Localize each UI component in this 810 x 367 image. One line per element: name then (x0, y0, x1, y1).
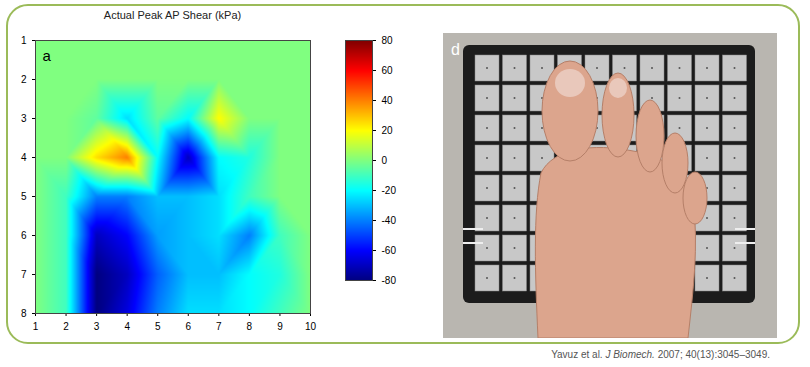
svg-text:6: 6 (21, 230, 27, 241)
svg-text:80: 80 (382, 35, 394, 46)
svg-text:8: 8 (21, 308, 27, 319)
svg-text:0: 0 (382, 155, 388, 166)
svg-text:1: 1 (21, 35, 27, 46)
svg-text:a: a (43, 47, 52, 64)
svg-text:d: d (451, 41, 460, 58)
svg-text:7: 7 (21, 269, 27, 280)
html-text:Yavuz et al. J Biomech. 2007;: Yavuz et al. J Biomech. 2007; 40(13):304… (551, 349, 770, 360)
svg-text:4: 4 (21, 152, 27, 163)
svg-text:-60: -60 (382, 245, 397, 256)
svg-text:1: 1 (33, 321, 39, 332)
svg-text:40: 40 (382, 95, 394, 106)
svg-text:5: 5 (155, 321, 161, 332)
svg-text:4: 4 (124, 321, 130, 332)
svg-text:7: 7 (216, 321, 222, 332)
svg-text:-20: -20 (382, 185, 397, 196)
svg-text:6: 6 (185, 321, 191, 332)
svg-text:20: 20 (382, 125, 394, 136)
svg-text:60: 60 (382, 65, 394, 76)
svg-text:5: 5 (21, 191, 27, 202)
html-text:Actual Peak AP Shear (kPa): Actual Peak AP Shear (kPa) (103, 9, 242, 21)
svg-text:-40: -40 (382, 215, 397, 226)
svg-text:9: 9 (277, 321, 283, 332)
svg-text:3: 3 (94, 321, 100, 332)
svg-text:8: 8 (247, 321, 253, 332)
svg-text:2: 2 (21, 74, 27, 85)
svg-text:10: 10 (305, 321, 317, 332)
svg-text:-80: -80 (382, 275, 397, 286)
svg-text:2: 2 (63, 321, 69, 332)
svg-text:3: 3 (21, 113, 27, 124)
